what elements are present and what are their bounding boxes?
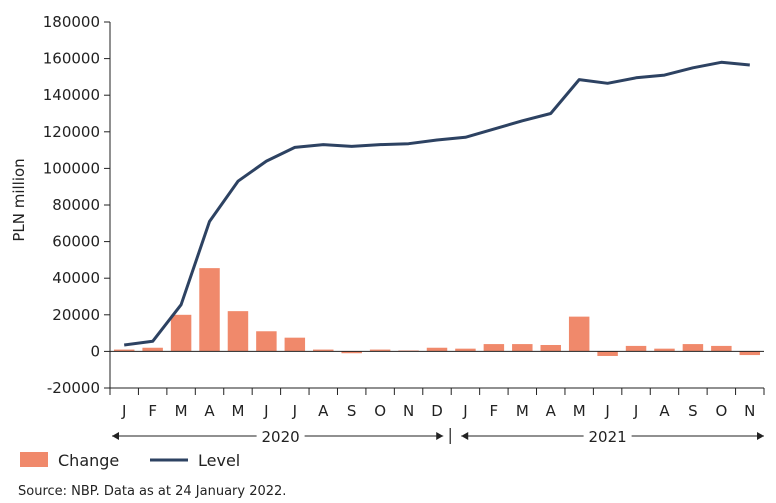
bar-change: [284, 337, 306, 352]
x-tick-label: M: [516, 402, 529, 420]
year-label: 2021: [589, 428, 627, 446]
legend: Change Level: [20, 451, 240, 470]
year-arrow-head: [112, 432, 119, 440]
y-tick-label: 0: [90, 342, 100, 360]
bar-change: [199, 268, 220, 352]
bar-change: [739, 351, 761, 356]
x-tick-label: M: [231, 402, 244, 420]
bar-change: [369, 349, 391, 352]
x-tick-label: A: [546, 402, 557, 420]
y-axis-title: PLN million: [10, 158, 28, 241]
year-arrow-head: [436, 432, 444, 440]
x-tick-label: F: [490, 402, 499, 420]
y-tick-labels: -20000 0 20000 40000 60000 80000 100000 120000 1…: [43, 13, 100, 397]
bar-change: [568, 316, 590, 352]
source-note: Source: NBP. Data as at 24 January 2022.: [18, 484, 286, 499]
legend-label-level: Level: [198, 451, 240, 470]
y-tick-label: 60000: [52, 233, 100, 251]
x-tick-label: N: [403, 402, 414, 420]
x-tick-label: J: [462, 402, 467, 420]
x-tick-label: F: [148, 402, 157, 420]
bar-change: [142, 347, 163, 352]
x-tick-label: J: [121, 402, 126, 420]
x-tick-label: M: [573, 402, 586, 420]
bar-change: [711, 345, 732, 352]
x-tick-label: M: [175, 402, 188, 420]
year-label: 2020: [262, 428, 300, 446]
x-tick-label: S: [347, 402, 357, 420]
x-tick-label: N: [744, 402, 755, 420]
level-line: [124, 60, 750, 347]
bar-change: [341, 351, 362, 354]
bar-change: [256, 331, 277, 352]
bar-change: [512, 344, 533, 352]
y-tick-label: 140000: [43, 86, 100, 104]
legend-label-change: Change: [58, 451, 119, 470]
y-tick-label: 120000: [43, 123, 100, 141]
bar-change: [113, 349, 135, 352]
x-tick-label: S: [688, 402, 698, 420]
bar-change: [540, 344, 561, 352]
bar-change: [313, 349, 334, 352]
y-tick-label: 180000: [43, 13, 100, 31]
axes: [104, 21, 765, 395]
x-tick-label: J: [633, 402, 638, 420]
bar-change: [170, 314, 192, 352]
legend-swatch-change: [20, 452, 48, 467]
x-tick-label: A: [659, 402, 670, 420]
bar-change: [625, 345, 647, 352]
y-tick-label: 40000: [52, 269, 100, 287]
bar-change: [654, 348, 675, 352]
bar-change: [483, 344, 505, 352]
x-tick-label: O: [374, 402, 386, 420]
bar-change: [682, 344, 704, 352]
change-bars: [113, 268, 761, 356]
x-tick-label: O: [715, 402, 727, 420]
bar-change: [597, 351, 618, 356]
y-tick-label: 20000: [52, 306, 100, 324]
year-arrow-head: [757, 432, 764, 440]
line-level: [124, 60, 750, 347]
x-tick-label: A: [204, 402, 215, 420]
bar-change: [455, 348, 476, 352]
bar-change: [227, 311, 249, 352]
y-tick-label: 160000: [43, 50, 100, 68]
y-tick-label: -20000: [47, 379, 100, 397]
x-tick-label: A: [318, 402, 329, 420]
x-tick-label: D: [431, 402, 443, 420]
year-arrow-head: [461, 432, 469, 440]
year-brackets: 2020 2021: [112, 428, 764, 446]
bar-change: [426, 347, 448, 352]
y-tick-label: 100000: [43, 159, 100, 177]
x-tick-label: J: [263, 402, 268, 420]
x-tick-label: J: [292, 402, 297, 420]
x-tick-label: J: [604, 402, 609, 420]
y-tick-label: 80000: [52, 196, 100, 214]
